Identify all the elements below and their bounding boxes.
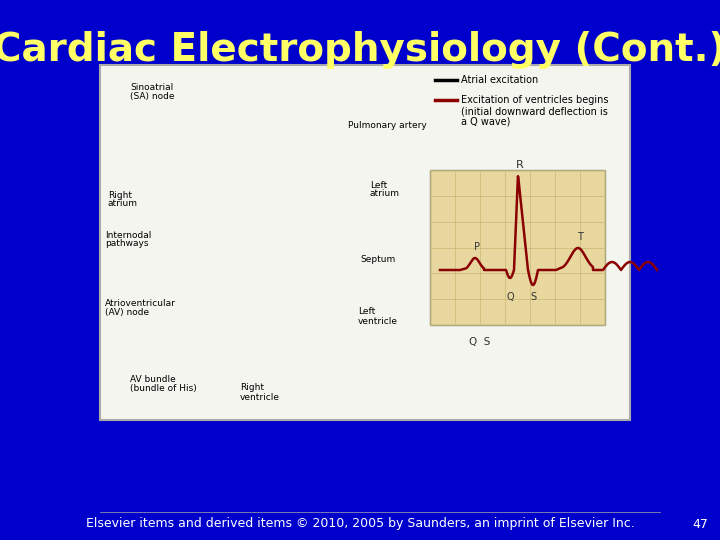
Text: T: T	[577, 232, 583, 242]
Text: 47: 47	[692, 517, 708, 530]
Text: Elsevier items and derived items © 2010, 2005 by Saunders, an imprint of Elsevie: Elsevier items and derived items © 2010,…	[86, 517, 634, 530]
Text: (bundle of His): (bundle of His)	[130, 383, 197, 393]
Text: Pulmonary artery: Pulmonary artery	[348, 120, 427, 130]
Text: atrium: atrium	[370, 190, 400, 199]
Text: ventricle: ventricle	[358, 316, 398, 326]
Text: (initial downward deflection is: (initial downward deflection is	[461, 106, 608, 116]
FancyBboxPatch shape	[100, 65, 630, 420]
Text: AV bundle: AV bundle	[130, 375, 176, 383]
Text: Cardiac Electrophysiology (Cont.): Cardiac Electrophysiology (Cont.)	[0, 31, 720, 69]
Text: a Q wave): a Q wave)	[461, 117, 510, 127]
Text: Septum: Septum	[360, 255, 395, 265]
Text: (AV) node: (AV) node	[105, 307, 149, 316]
FancyBboxPatch shape	[430, 170, 605, 325]
Text: P: P	[474, 242, 480, 252]
Text: Atrioventricular: Atrioventricular	[105, 299, 176, 307]
Text: Internodal: Internodal	[105, 231, 151, 240]
Text: Right: Right	[240, 383, 264, 393]
Text: atrium: atrium	[108, 199, 138, 208]
Text: Left: Left	[358, 307, 375, 316]
Text: (SA) node: (SA) node	[130, 92, 174, 102]
Text: S: S	[530, 292, 536, 302]
Text: pathways: pathways	[105, 240, 148, 248]
Text: R: R	[516, 160, 524, 170]
Text: Q: Q	[506, 292, 514, 302]
Text: Sinoatrial: Sinoatrial	[130, 84, 174, 92]
Text: Right: Right	[108, 191, 132, 199]
Text: Q  S: Q S	[469, 337, 491, 347]
Text: Excitation of ventricles begins: Excitation of ventricles begins	[461, 95, 608, 105]
Text: Atrial excitation: Atrial excitation	[461, 75, 539, 85]
Text: Left: Left	[370, 180, 387, 190]
Text: ventricle: ventricle	[240, 393, 280, 402]
